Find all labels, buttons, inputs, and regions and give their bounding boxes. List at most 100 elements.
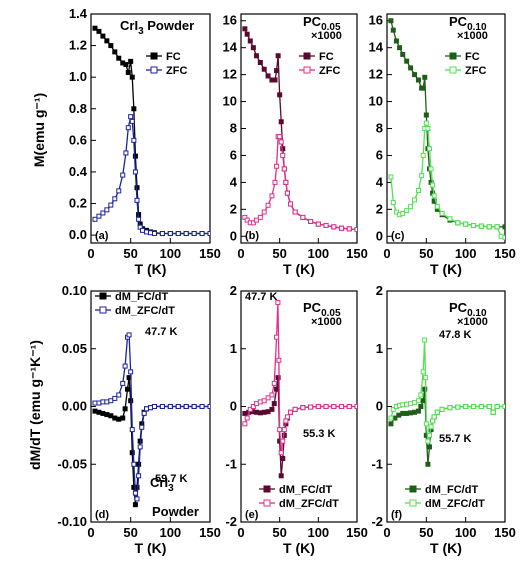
- data-point: [96, 213, 102, 219]
- data-point: [278, 450, 284, 456]
- data-point: [276, 357, 282, 363]
- data-point: [300, 405, 306, 411]
- data-point: [494, 404, 500, 409]
- legend-marker: [263, 485, 271, 493]
- data-point: [486, 404, 492, 409]
- data-point: [136, 216, 142, 222]
- data-point: [315, 404, 321, 409]
- data-point: [261, 66, 267, 72]
- data-point: [100, 410, 106, 416]
- data-point: [498, 233, 504, 239]
- panel-a: 0 50 100 150 T (K) 0.0 0.2 0.4 0.6 0.8 1.0 1.2 1.4 (a…: [69, 6, 221, 277]
- data-point: [404, 208, 410, 214]
- peak-annotation: 55.7 K: [439, 433, 471, 445]
- y-tick-label: 0: [376, 228, 383, 243]
- y-tick-label: 1.0: [69, 69, 87, 84]
- data-point: [244, 217, 250, 223]
- data-point: [323, 222, 329, 228]
- y-tick-label: 1: [376, 341, 383, 356]
- data-point: [434, 409, 440, 415]
- data-point: [420, 398, 426, 404]
- data-point: [400, 51, 406, 57]
- peak-annotation: 55.3 K: [303, 428, 335, 440]
- data-point: [120, 380, 126, 386]
- data-point: [128, 369, 134, 375]
- data-point: [408, 410, 414, 416]
- data-point: [478, 223, 484, 229]
- data-point: [123, 62, 129, 68]
- data-point: [129, 74, 135, 80]
- data-point: [244, 31, 250, 37]
- data-point: [275, 53, 281, 59]
- data-point: [148, 230, 153, 236]
- panel-label: (a): [95, 230, 109, 242]
- legend-marker: [263, 499, 271, 507]
- data-point: [346, 226, 352, 232]
- series-line-0: [390, 389, 505, 465]
- data-point: [92, 216, 98, 222]
- data-point: [423, 421, 429, 427]
- data-point: [175, 404, 181, 409]
- data-point: [283, 418, 289, 424]
- panel-title: PC0.05: [303, 300, 341, 319]
- data-point: [404, 58, 410, 64]
- data-point: [124, 386, 130, 392]
- data-point: [191, 231, 197, 237]
- y-tick-label: -0.10: [57, 514, 87, 529]
- y-tick-label: -2: [371, 514, 383, 529]
- data-point: [253, 217, 259, 223]
- plot-frame: [90, 13, 211, 244]
- data-point: [271, 380, 277, 386]
- data-point: [331, 404, 337, 409]
- x-tick-label: 50: [123, 525, 137, 540]
- data-point: [261, 398, 267, 404]
- data-point: [388, 174, 394, 180]
- x-axis-label: T (K): [135, 261, 167, 277]
- x-tick-label: 50: [272, 246, 286, 261]
- data-point: [390, 27, 396, 33]
- data-point: [397, 45, 403, 51]
- data-point: [434, 204, 440, 210]
- data-point: [122, 406, 128, 412]
- data-point: [108, 43, 114, 49]
- x-tick-label: 0: [237, 525, 244, 540]
- legend-label: dM_ZFC/dT: [279, 498, 339, 510]
- data-point: [390, 200, 396, 206]
- legend-label: FC: [319, 51, 334, 63]
- data-point: [250, 45, 256, 51]
- data-point: [129, 427, 135, 433]
- data-point: [281, 427, 287, 433]
- x-tick-label: 50: [419, 246, 433, 261]
- data-point: [116, 416, 122, 422]
- data-point: [271, 401, 277, 407]
- legend-label: FC: [166, 51, 181, 63]
- y-tick-label: 1.2: [69, 38, 87, 53]
- legend-label: dM_FC/dT: [115, 291, 168, 303]
- x-tick-label: 0: [87, 246, 94, 261]
- legend-marker: [449, 52, 457, 60]
- data-point: [494, 224, 500, 230]
- data-point: [418, 404, 424, 409]
- data-point: [100, 399, 106, 405]
- data-point: [275, 300, 281, 306]
- data-point: [100, 210, 106, 216]
- panel-title: PC0.10: [449, 14, 487, 33]
- legend-marker: [303, 52, 311, 60]
- data-point: [139, 424, 145, 430]
- data-point: [250, 220, 256, 226]
- data-point: [92, 400, 98, 406]
- data-point: [408, 204, 414, 210]
- data-point: [199, 231, 205, 237]
- data-point: [339, 225, 345, 231]
- legend-label: ZFC: [166, 65, 187, 77]
- data-point: [354, 404, 357, 409]
- peak-annotation: 47.7 K: [145, 326, 177, 338]
- data-point: [104, 207, 110, 213]
- data-point: [400, 402, 406, 408]
- x-tick-label: 0: [383, 525, 390, 540]
- plot-area: [92, 332, 210, 508]
- data-point: [404, 401, 410, 407]
- legend-marker: [409, 499, 417, 507]
- data-point: [92, 408, 98, 414]
